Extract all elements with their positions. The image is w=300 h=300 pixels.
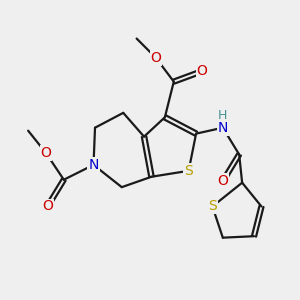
Text: O: O xyxy=(218,174,228,188)
Text: N: N xyxy=(218,121,228,135)
Text: O: O xyxy=(40,146,51,160)
Text: H: H xyxy=(218,109,227,122)
Text: O: O xyxy=(196,64,208,78)
Text: O: O xyxy=(151,51,161,65)
Text: S: S xyxy=(184,164,193,178)
Text: O: O xyxy=(42,200,53,214)
Text: N: N xyxy=(88,158,99,172)
Text: S: S xyxy=(208,200,217,214)
